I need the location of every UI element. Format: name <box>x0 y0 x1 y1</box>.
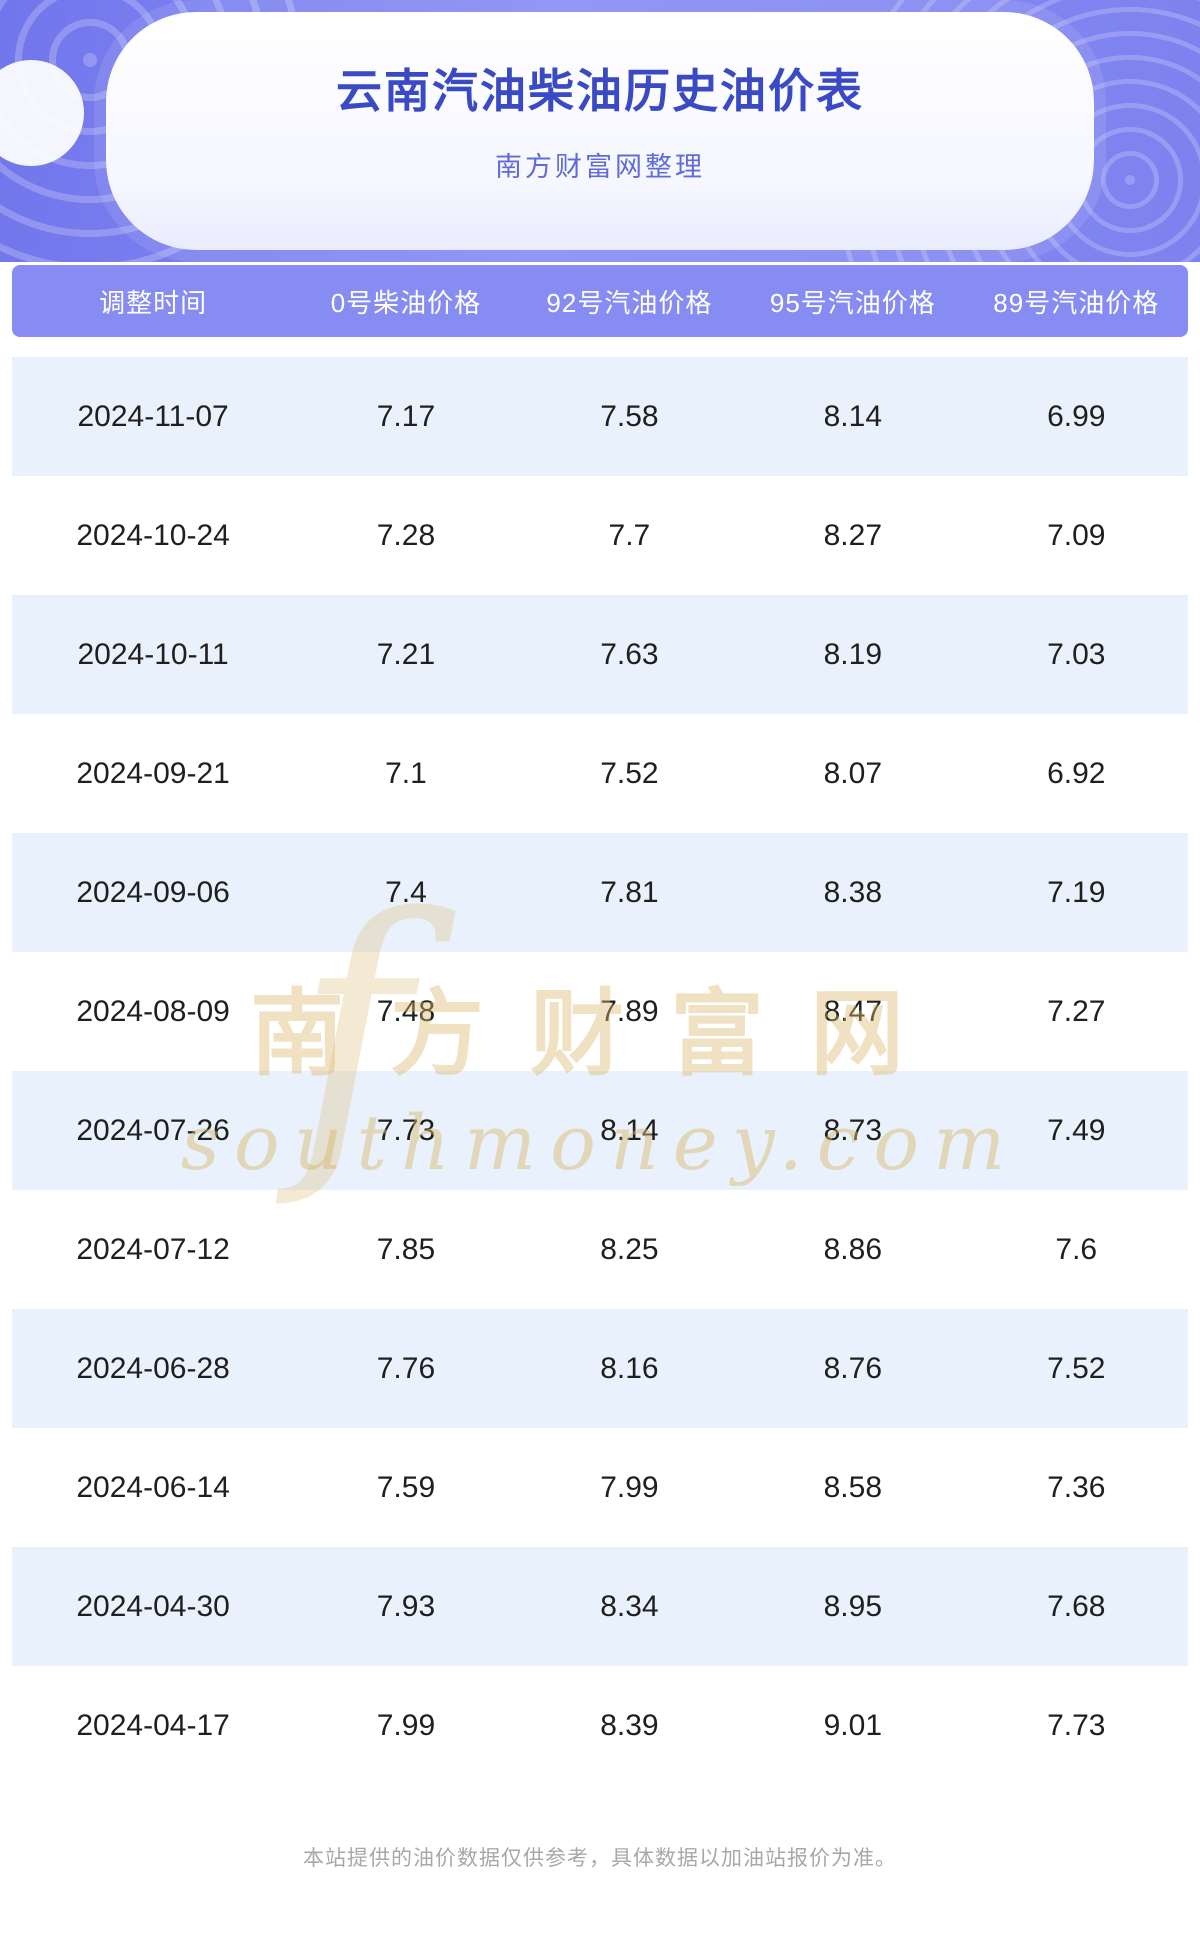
table-row: 2024-07-26 7.73 8.14 8.73 7.49 <box>12 1071 1188 1190</box>
price-cell: 8.14 <box>823 399 883 433</box>
price-cell: 7.28 <box>376 518 436 552</box>
price-cell: 7.36 <box>1047 1470 1106 1504</box>
price-cell: 8.47 <box>823 994 883 1028</box>
price-cell: 8.76 <box>823 1351 883 1385</box>
price-cell: 7.73 <box>376 1113 436 1147</box>
price-cell: 8.07 <box>823 756 883 790</box>
footer-note: 本站提供的油价数据仅供参考，具体数据以加油站报价为准。 <box>303 1847 897 1870</box>
price-cell: 6.92 <box>1047 756 1106 790</box>
date-cell: 2024-09-06 <box>76 875 230 909</box>
price-cell: 8.39 <box>600 1708 659 1742</box>
date-cell: 2024-11-07 <box>77 399 229 433</box>
price-cell: 8.19 <box>823 637 883 671</box>
column-header: 0号柴油价格 <box>330 287 482 318</box>
table-row: 2024-10-11 7.21 7.63 8.19 7.03 <box>12 595 1188 714</box>
table-row: 2024-10-24 7.28 7.7 8.27 7.09 <box>12 476 1188 595</box>
price-cell: 7.7 <box>608 518 651 552</box>
price-cell: 7.81 <box>600 875 659 909</box>
table-header-row: 调整时间 0号柴油价格 92号汽油价格 95号汽油价格 89号汽油价格 <box>12 265 1188 337</box>
table-row: 2024-09-06 7.4 7.81 8.38 7.19 <box>12 833 1188 952</box>
price-cell: 7.52 <box>1047 1351 1106 1385</box>
table-row: 2024-04-17 7.99 8.39 9.01 7.73 <box>12 1666 1188 1785</box>
page-title: 云南汽油柴油历史油价表 <box>336 65 864 117</box>
price-cell: 8.34 <box>600 1589 659 1623</box>
column-header: 92号汽油价格 <box>546 287 713 318</box>
table-body: 2024-11-07 7.17 7.58 8.14 6.99 2024-10-24 7.28… <box>12 357 1188 1785</box>
table-row: 2024-06-28 7.76 8.16 8.76 7.52 <box>12 1309 1188 1428</box>
price-cell: 7.73 <box>1047 1708 1106 1742</box>
price-cell: 7.48 <box>376 994 436 1028</box>
table-row: 2024-07-12 7.85 8.25 8.86 7.6 <box>12 1190 1188 1309</box>
price-cell: 7.49 <box>1047 1113 1106 1147</box>
date-cell: 2024-06-28 <box>76 1351 230 1385</box>
price-cell: 7.59 <box>376 1470 436 1504</box>
date-cell: 2024-04-17 <box>76 1708 230 1742</box>
price-cell: 9.01 <box>823 1708 883 1742</box>
date-cell: 2024-10-11 <box>77 637 229 671</box>
table-row: 2024-11-07 7.17 7.58 8.14 6.99 <box>12 357 1188 476</box>
column-header: 89号汽油价格 <box>993 287 1160 318</box>
date-cell: 2024-07-26 <box>76 1113 230 1147</box>
table-row: 2024-09-21 7.1 7.52 8.07 6.92 <box>12 714 1188 833</box>
price-cell: 7.76 <box>376 1351 436 1385</box>
price-cell: 7.63 <box>600 637 659 671</box>
column-header: 调整时间 <box>99 287 208 318</box>
price-cell: 7.19 <box>1047 875 1106 909</box>
price-cell: 7.99 <box>600 1470 659 1504</box>
date-cell: 2024-08-09 <box>76 994 230 1028</box>
header-banner: 云南汽油柴油历史油价表 南方财富网整理 <box>0 0 1200 262</box>
price-cell: 8.86 <box>823 1232 883 1266</box>
price-cell: 7.21 <box>376 637 436 671</box>
price-cell: 7.68 <box>1047 1589 1106 1623</box>
decor-circle-icon <box>0 60 84 166</box>
price-cell: 7.09 <box>1047 518 1106 552</box>
table-row: 2024-08-09 7.48 7.89 8.47 7.27 <box>12 952 1188 1071</box>
date-cell: 2024-04-30 <box>76 1589 230 1623</box>
price-cell: 7.03 <box>1047 637 1106 671</box>
price-table: 调整时间 0号柴油价格 92号汽油价格 95号汽油价格 89号汽油价格 2024-11-… <box>12 265 1188 1785</box>
price-cell: 7.99 <box>376 1708 436 1742</box>
price-cell: 7.4 <box>385 875 427 909</box>
column-header: 95号汽油价格 <box>769 287 936 318</box>
price-cell: 8.25 <box>600 1232 659 1266</box>
table-row: 2024-06-14 7.59 7.99 8.58 7.36 <box>12 1428 1188 1547</box>
price-cell: 7.58 <box>600 399 659 433</box>
price-cell: 7.93 <box>376 1589 436 1623</box>
table-row: 2024-04-30 7.93 8.34 8.95 7.68 <box>12 1547 1188 1666</box>
price-cell: 8.38 <box>823 875 883 909</box>
price-cell: 7.52 <box>600 756 659 790</box>
price-cell: 7.1 <box>385 756 427 790</box>
price-cell: 7.85 <box>376 1232 436 1266</box>
page-subtitle: 南方财富网整理 <box>495 152 705 183</box>
price-cell: 7.89 <box>600 994 659 1028</box>
price-cell: 8.73 <box>823 1113 883 1147</box>
price-cell: 8.14 <box>600 1113 659 1147</box>
date-cell: 2024-10-24 <box>76 518 230 552</box>
price-cell: 7.6 <box>1055 1232 1098 1266</box>
date-cell: 2024-09-21 <box>76 756 230 790</box>
price-cell: 7.17 <box>376 399 436 433</box>
price-cell: 8.16 <box>600 1351 659 1385</box>
price-cell: 6.99 <box>1047 399 1106 433</box>
price-cell: 8.95 <box>823 1589 883 1623</box>
title-card: 云南汽油柴油历史油价表 南方财富网整理 <box>106 12 1094 250</box>
price-cell: 8.58 <box>823 1470 883 1504</box>
date-cell: 2024-06-14 <box>76 1470 230 1504</box>
price-cell: 8.27 <box>823 518 883 552</box>
date-cell: 2024-07-12 <box>76 1232 230 1266</box>
price-cell: 7.27 <box>1047 994 1106 1028</box>
